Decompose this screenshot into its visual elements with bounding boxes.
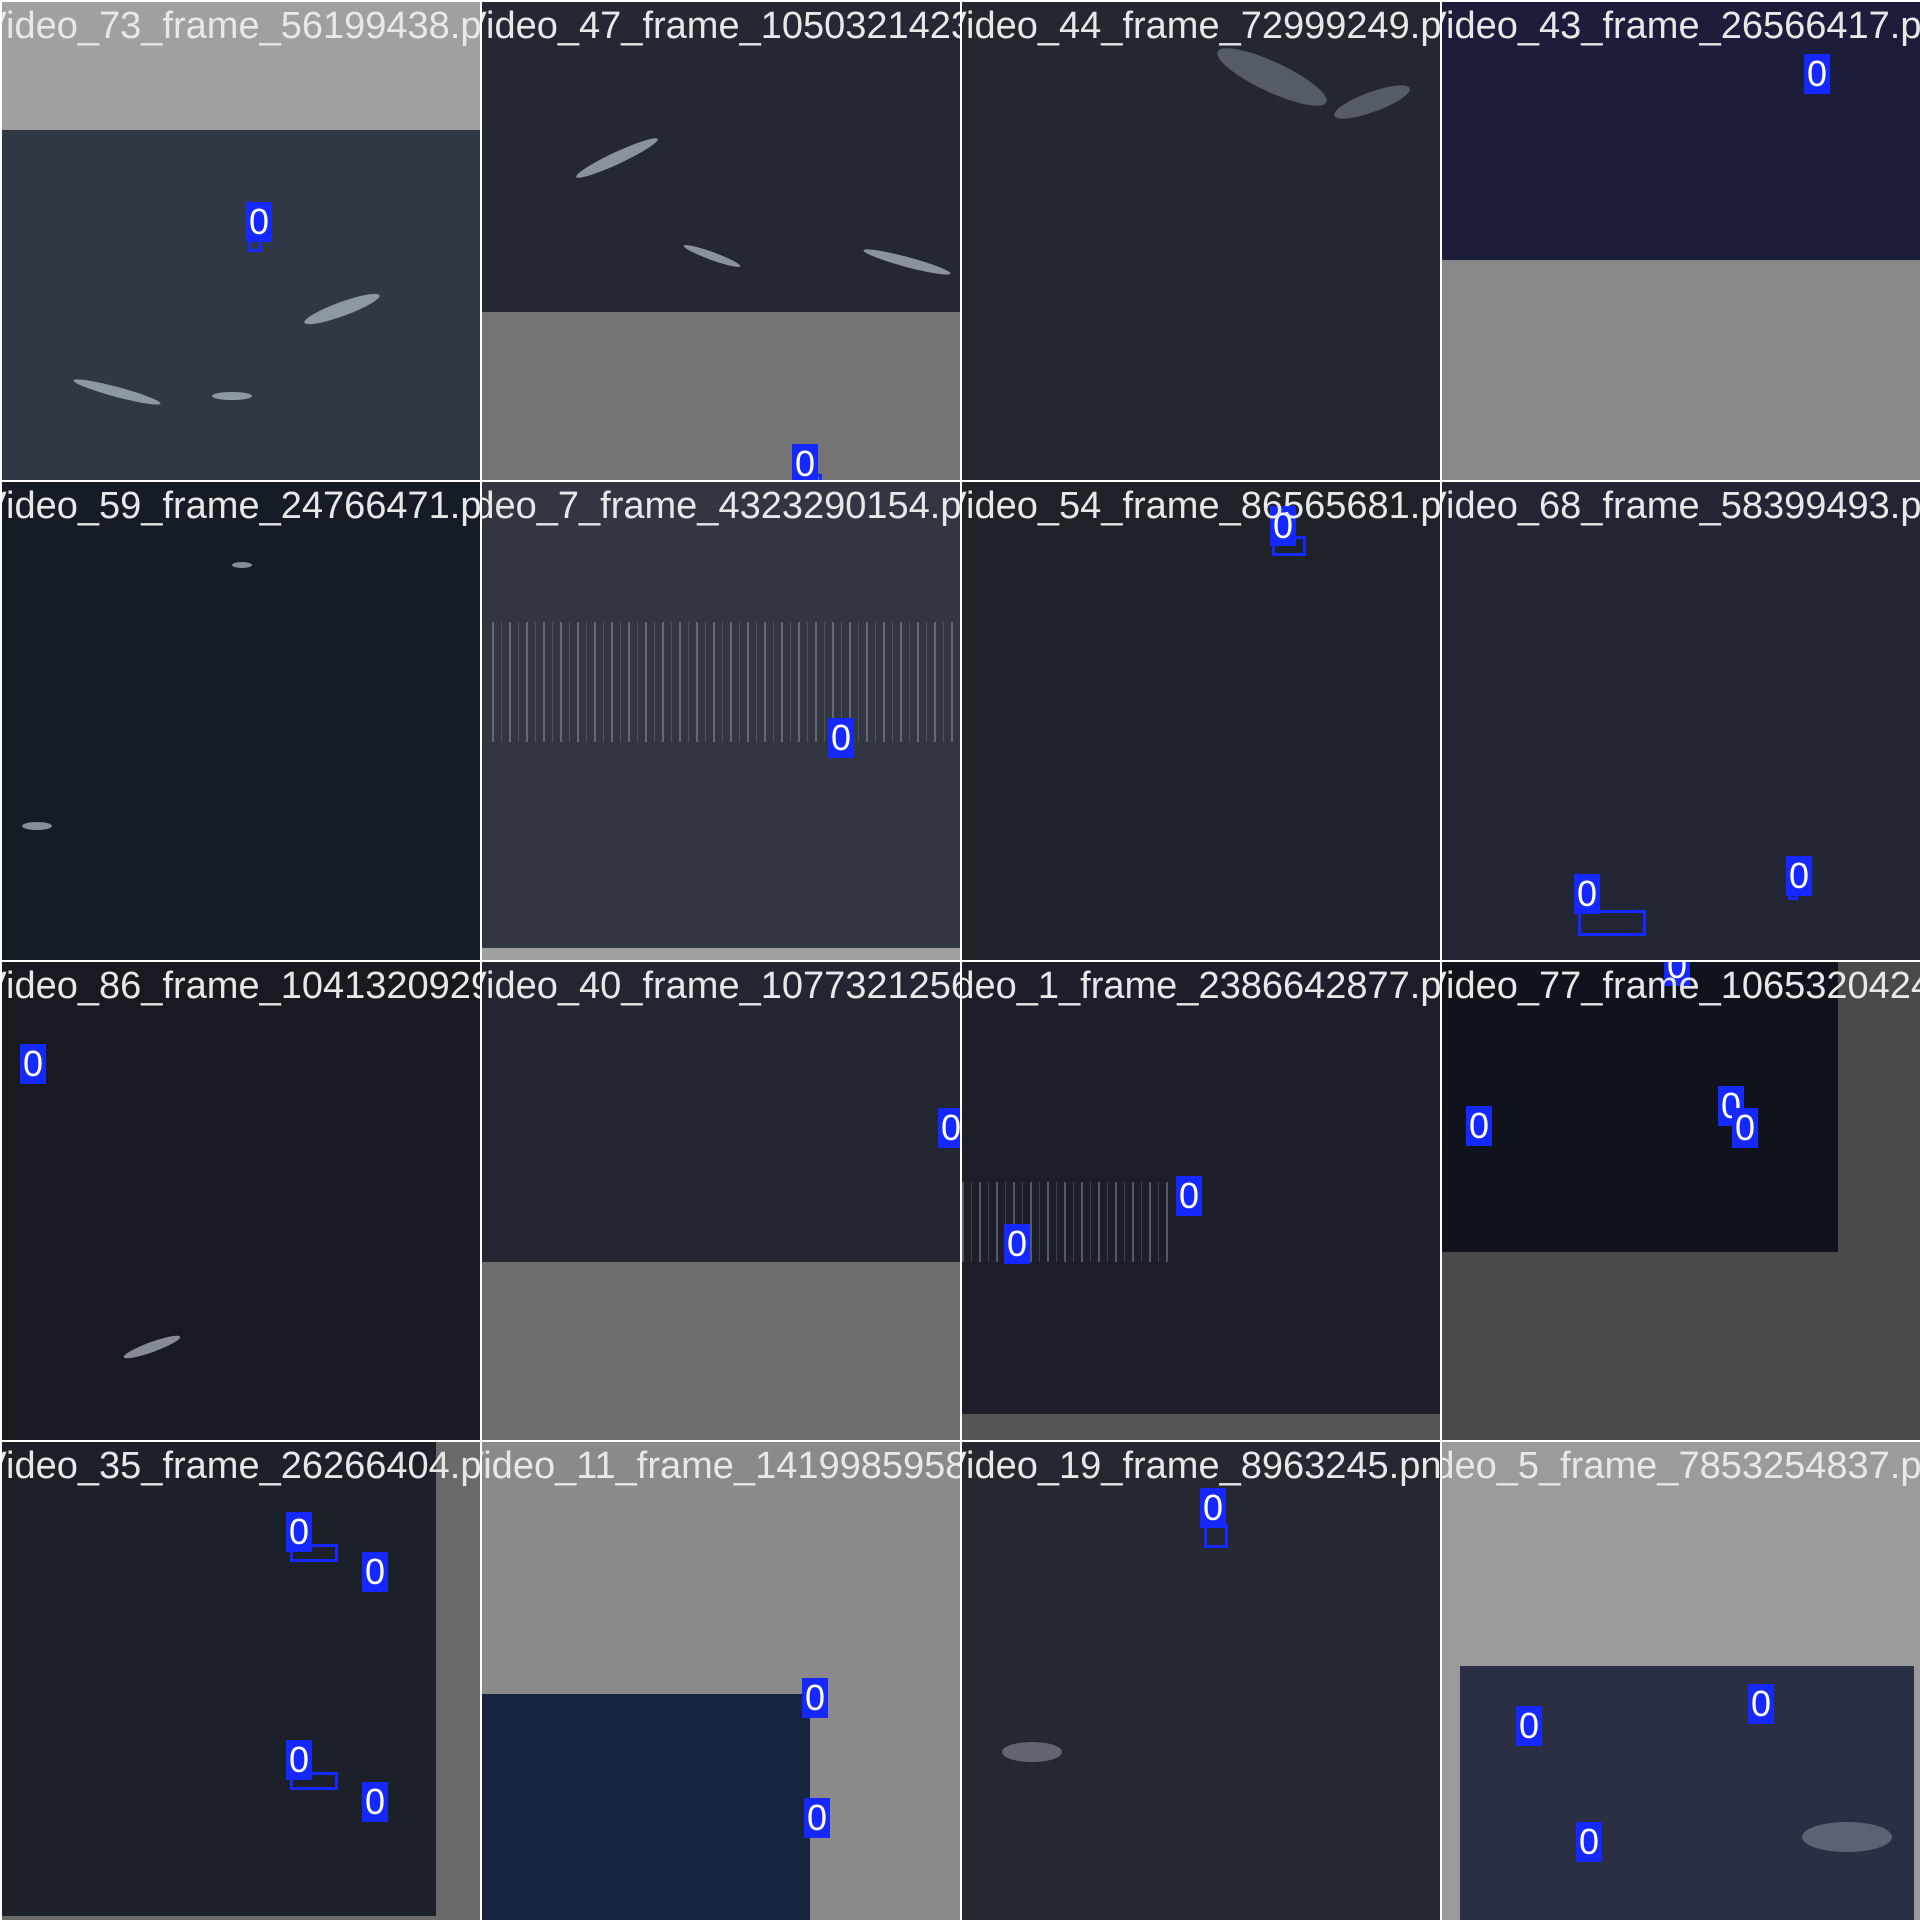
detection-class-tag: 0	[1200, 1488, 1226, 1528]
detection-class-tag: 0	[362, 1552, 388, 1592]
tile-6: 0 7_Video_7_frame_4323290154.png	[482, 482, 960, 960]
detection-class-tag: 0	[286, 1512, 312, 1552]
detection-class-tag: 0	[1732, 1108, 1758, 1148]
tile-11: 0 0 1_Video_1_frame_2386642877.png	[962, 962, 1440, 1440]
detection-class-tag: 0	[938, 1108, 960, 1148]
tile-13: 0 0 0 0 35_Video_35_frame_26266404.png	[2, 1442, 480, 1920]
tile-filename: 1_Video_1_frame_2386642877.png	[962, 962, 1440, 1012]
tile-3: 44_Video_44_frame_72999249.png	[962, 2, 1440, 480]
detection-class-tag: 0	[1466, 1106, 1492, 1146]
tile-12: 0 0 0 0 77_Video_77_frame_1065320424.png	[1442, 962, 1920, 1440]
tile-filename: 7_Video_7_frame_4323290154.png	[482, 482, 960, 532]
tile-filename: 43_Video_43_frame_26566417.png	[1442, 2, 1920, 52]
detection-class-tag: 0	[792, 444, 818, 480]
tile-7: 0 54_Video_54_frame_86565681.png	[962, 482, 1440, 960]
detection-class-tag: 0	[804, 1798, 830, 1838]
detection-class-tag: 0	[1804, 54, 1830, 94]
tile-16: 0 0 0 5_Video_5_frame_7853254837.png	[1442, 1442, 1920, 1920]
detection-class-tag: 0	[828, 718, 854, 758]
detection-class-tag: 0	[286, 1740, 312, 1780]
tile-9: 0 86_Video_86_frame_1041320929.png	[2, 962, 480, 1440]
tile-filename: 35_Video_35_frame_26266404.png	[2, 1442, 480, 1492]
tile-filename: 73_Video_73_frame_56199438.png	[2, 2, 480, 52]
tile-1: 0 73_Video_73_frame_56199438.png	[2, 2, 480, 480]
detection-class-tag: 0	[1748, 1684, 1774, 1724]
tile-filename: 44_Video_44_frame_72999249.png	[962, 2, 1440, 52]
tile-filename: 40_Video_40_frame_1077321256.png	[482, 962, 960, 1012]
tile-8: 0 0 68_Video_68_frame_58399493.png	[1442, 482, 1920, 960]
tile-filename: 11_Video_11_frame_1419985958.png	[482, 1442, 960, 1492]
tile-15: 0 19_Video_19_frame_8963245.png	[962, 1442, 1440, 1920]
tile-5: 59_Video_59_frame_24766471.png	[2, 482, 480, 960]
tile-filename: 5_Video_5_frame_7853254837.png	[1442, 1442, 1920, 1492]
detection-class-tag: 0	[362, 1782, 388, 1822]
detection-class-tag: 0	[802, 1678, 828, 1718]
tile-filename: 47_Video_47_frame_1050321423.png	[482, 2, 960, 52]
detection-class-tag: 0	[20, 1044, 46, 1084]
tile-10: 0 40_Video_40_frame_1077321256.png	[482, 962, 960, 1440]
tile-filename: 59_Video_59_frame_24766471.png	[2, 482, 480, 532]
tile-filename: 68_Video_68_frame_58399493.png	[1442, 482, 1920, 532]
tile-14: 0 0 11_Video_11_frame_1419985958.png	[482, 1442, 960, 1920]
tile-filename: 19_Video_19_frame_8963245.png	[962, 1442, 1440, 1492]
detection-class-tag: 0	[1786, 856, 1812, 896]
tile-2: 0 47_Video_47_frame_1050321423.png	[482, 2, 960, 480]
detection-class-tag: 0	[1176, 1176, 1202, 1216]
tile-filename: 86_Video_86_frame_1041320929.png	[2, 962, 480, 1012]
detection-class-tag: 0	[1574, 874, 1600, 914]
detection-class-tag: 0	[1576, 1822, 1602, 1862]
detection-class-tag: 0	[246, 202, 272, 242]
tile-filename: 77_Video_77_frame_1065320424.png	[1442, 962, 1920, 1012]
detection-class-tag: 0	[1516, 1706, 1542, 1746]
detection-class-tag: 0	[1004, 1224, 1030, 1264]
tile-filename: 54_Video_54_frame_86565681.png	[962, 482, 1440, 532]
tile-4: 0 43_Video_43_frame_26566417.png	[1442, 2, 1920, 480]
